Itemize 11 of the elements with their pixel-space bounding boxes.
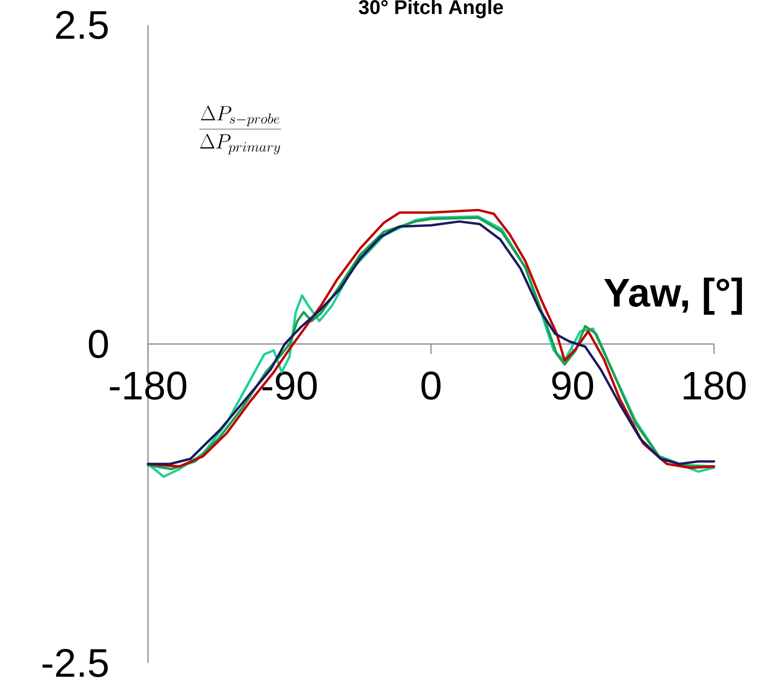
y-tick-label: 2.5 [56,10,108,40]
y-tick-label: -2.5 [42,648,108,678]
chart-title: 30° Pitch Angle [358,0,503,18]
x-tick-label: 180 [684,372,746,400]
x-tick-label: 0 [421,372,441,400]
x-tick-label: -180 [110,372,186,400]
x-tick-label: 90 [552,372,594,400]
x-tick-label: -90 [262,372,317,400]
y-tick-label: 0 [88,330,108,358]
y-axis-title: $\frac{\Delta P_{s-probe}}{\Delta P_{primary}}$ [199,106,282,154]
x-axis-title: Yaw, [°] [604,278,742,315]
